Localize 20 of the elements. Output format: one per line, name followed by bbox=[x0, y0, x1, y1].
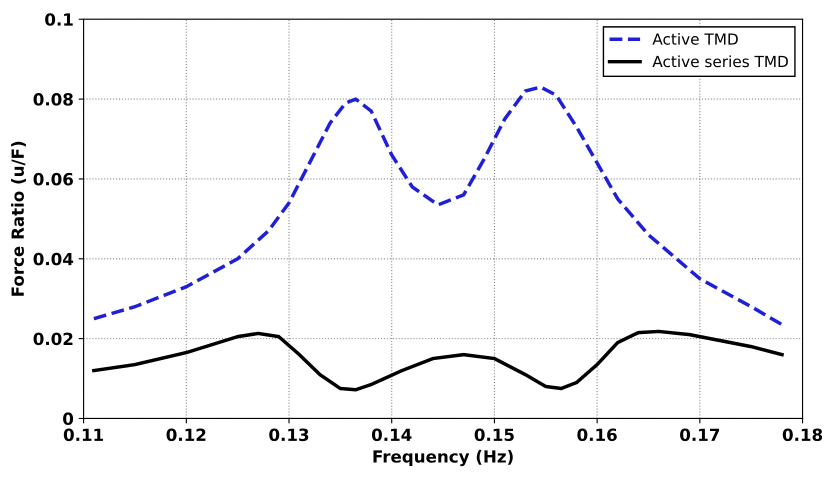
x-tick-label: 0.12 bbox=[166, 428, 206, 442]
x-tick-label: 0.14 bbox=[372, 428, 412, 442]
y-tick-label: 0.02 bbox=[34, 332, 72, 346]
line-series bbox=[92, 330, 784, 392]
x-tick-label: 0.18 bbox=[782, 428, 822, 442]
x-axis-title: Frequency (Hz) bbox=[373, 450, 513, 466]
y-tick-label: 0.06 bbox=[34, 172, 73, 186]
y-tick-label: 0.04 bbox=[34, 252, 74, 266]
y-tick-label: 0.1 bbox=[45, 13, 73, 26]
y-tick-label: 0 bbox=[63, 412, 74, 426]
x-tick-label: 0.17 bbox=[680, 428, 720, 442]
x-tick-label: 0.13 bbox=[269, 428, 308, 442]
x-tick-label: 0.16 bbox=[577, 428, 617, 442]
x-tick-label: 0.15 bbox=[474, 428, 514, 442]
x-tick-label: 0.11 bbox=[64, 428, 104, 442]
y-tick-label: 0.08 bbox=[34, 93, 73, 106]
y-axis-title: Force Ratio (u/F) bbox=[11, 142, 26, 296]
line-series bbox=[92, 85, 784, 326]
legend-label: Active TMD bbox=[652, 32, 738, 45]
legend-label: Active series TMD bbox=[652, 55, 788, 68]
